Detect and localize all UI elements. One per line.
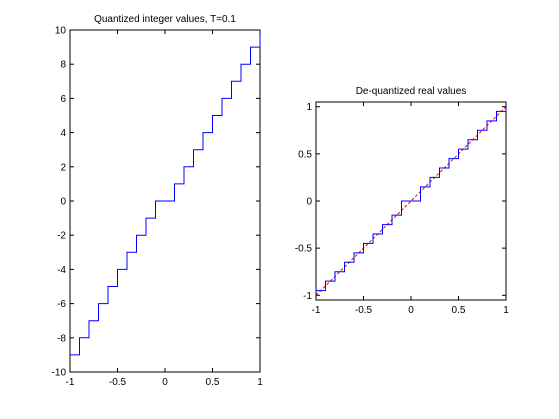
x-tick-label: -0.5 [355, 305, 373, 316]
x-tick-label: 0.5 [206, 377, 220, 388]
y-tick-label: -4 [57, 265, 66, 276]
y-tick-label: -8 [57, 333, 66, 344]
x-tick-label: -1 [66, 377, 75, 388]
y-tick-label: 8 [60, 60, 66, 71]
y-tick-label: -0.5 [295, 244, 313, 255]
y-tick-label: 0.5 [298, 149, 312, 160]
chart-title: Quantized integer values, T=0.1 [94, 14, 236, 25]
chart-left-quantized-integers: Quantized integer values, T=0.1 -1 -0.5 0 0… [52, 14, 264, 388]
y-tick-label: -10 [52, 368, 67, 379]
step-series-line [70, 30, 261, 356]
chart-title: De-quantized real values [356, 86, 467, 97]
x-tick-label: 0.5 [452, 305, 466, 316]
x-tick-label: 0 [408, 305, 414, 316]
x-tick-label: 1 [257, 377, 263, 388]
x-tick-label: 0 [162, 377, 168, 388]
y-tick-label: 1 [306, 102, 312, 113]
x-tick-label: -1 [312, 305, 321, 316]
x-tick-label: 1 [503, 305, 509, 316]
y-tick-label: -6 [57, 299, 66, 310]
y-tick-label: 2 [60, 162, 66, 173]
y-tick-label: 4 [60, 128, 66, 139]
chart-right-dequantized-reals: De-quantized real values -1 -0.5 0 0.5 1 -1 -0… [295, 86, 509, 316]
y-tick-label: 0 [60, 197, 66, 208]
y-tick-label: 0 [306, 197, 312, 208]
y-tick-label: -1 [303, 291, 312, 302]
step-series-line [316, 102, 507, 292]
y-tick-label: 10 [55, 26, 67, 37]
y-tick-label: -2 [57, 231, 66, 242]
y-tick-label: 6 [60, 94, 66, 105]
x-tick-label: -0.5 [109, 377, 127, 388]
